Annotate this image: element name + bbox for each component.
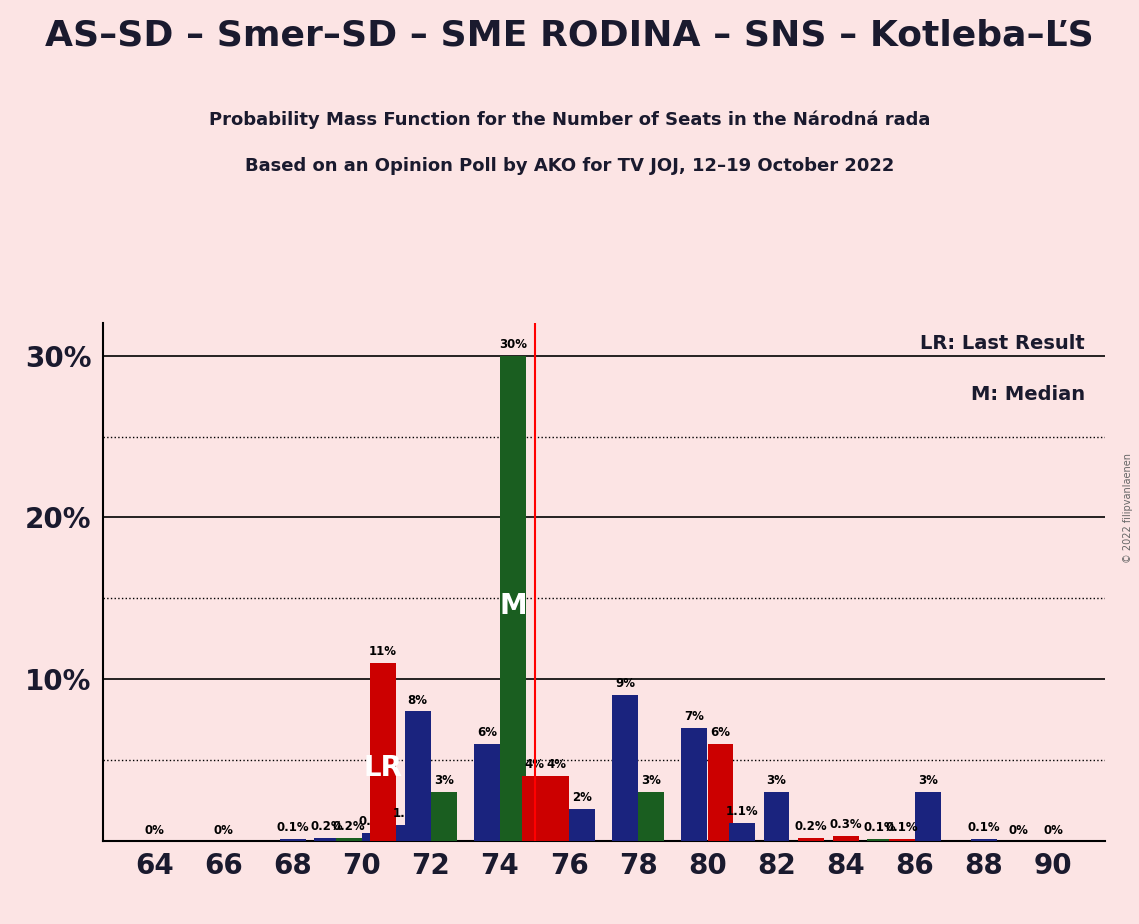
Bar (888, 839, 915, 841)
Text: 3%: 3% (767, 774, 786, 787)
Bar (314, 837, 341, 841)
Bar (729, 823, 755, 841)
Text: 6%: 6% (711, 726, 730, 739)
Text: © 2022 filipvanlaenen: © 2022 filipvanlaenen (1123, 453, 1133, 564)
Bar (867, 839, 893, 841)
Text: 1.0%: 1.0% (393, 807, 426, 820)
Text: 1.1%: 1.1% (726, 805, 759, 819)
Text: 0.1%: 0.1% (277, 821, 309, 834)
Text: 0.2%: 0.2% (795, 820, 827, 833)
Text: 2%: 2% (572, 791, 592, 804)
Text: 4%: 4% (525, 759, 544, 772)
Bar (362, 833, 387, 841)
Text: 0.1%: 0.1% (863, 821, 896, 834)
Bar (474, 744, 500, 841)
Text: 0%: 0% (145, 824, 164, 837)
Bar (681, 728, 707, 841)
Bar (431, 792, 457, 841)
Text: 0.1%: 0.1% (967, 821, 1000, 834)
Bar (280, 839, 305, 841)
Text: M: Median: M: Median (970, 385, 1084, 405)
Text: 0%: 0% (1043, 824, 1063, 837)
Text: 0.3%: 0.3% (829, 818, 862, 832)
Text: 7%: 7% (685, 710, 704, 723)
Text: 0.2%: 0.2% (333, 820, 364, 833)
Bar (522, 776, 548, 841)
Text: 0%: 0% (1008, 824, 1029, 837)
Text: 3%: 3% (918, 774, 937, 787)
Bar (370, 663, 396, 841)
Bar (404, 711, 431, 841)
Bar (543, 776, 570, 841)
Bar (798, 837, 823, 841)
Bar (833, 836, 859, 841)
Text: 8%: 8% (408, 694, 428, 707)
Bar (612, 695, 638, 841)
Text: 11%: 11% (369, 645, 398, 658)
Text: LR: Last Result: LR: Last Result (920, 334, 1084, 353)
Text: 9%: 9% (615, 677, 636, 690)
Bar (763, 792, 789, 841)
Text: 0.1%: 0.1% (885, 821, 918, 834)
Bar (570, 808, 596, 841)
Text: M: M (499, 592, 527, 620)
Text: 0%: 0% (213, 824, 233, 837)
Text: LR: LR (363, 754, 403, 782)
Bar (707, 744, 734, 841)
Text: Based on an Opinion Poll by AKO for TV JOJ, 12–19 October 2022: Based on an Opinion Poll by AKO for TV J… (245, 157, 894, 175)
Text: 0.5%: 0.5% (359, 815, 391, 828)
Bar (500, 356, 526, 841)
Text: 30%: 30% (499, 338, 527, 351)
Text: 3%: 3% (641, 774, 662, 787)
Text: AS–SD – Smer–SD – SME RODINA – SNS – Kotleba–ĽS: AS–SD – Smer–SD – SME RODINA – SNS – Kot… (46, 18, 1093, 53)
Text: 4%: 4% (546, 759, 566, 772)
Text: Probability Mass Function for the Number of Seats in the Národná rada: Probability Mass Function for the Number… (208, 111, 931, 129)
Text: 3%: 3% (434, 774, 454, 787)
Bar (396, 824, 423, 841)
Bar (970, 839, 997, 841)
Text: 6%: 6% (477, 726, 497, 739)
Text: 0.2%: 0.2% (311, 820, 344, 833)
Bar (915, 792, 941, 841)
Bar (638, 792, 664, 841)
Bar (336, 837, 361, 841)
